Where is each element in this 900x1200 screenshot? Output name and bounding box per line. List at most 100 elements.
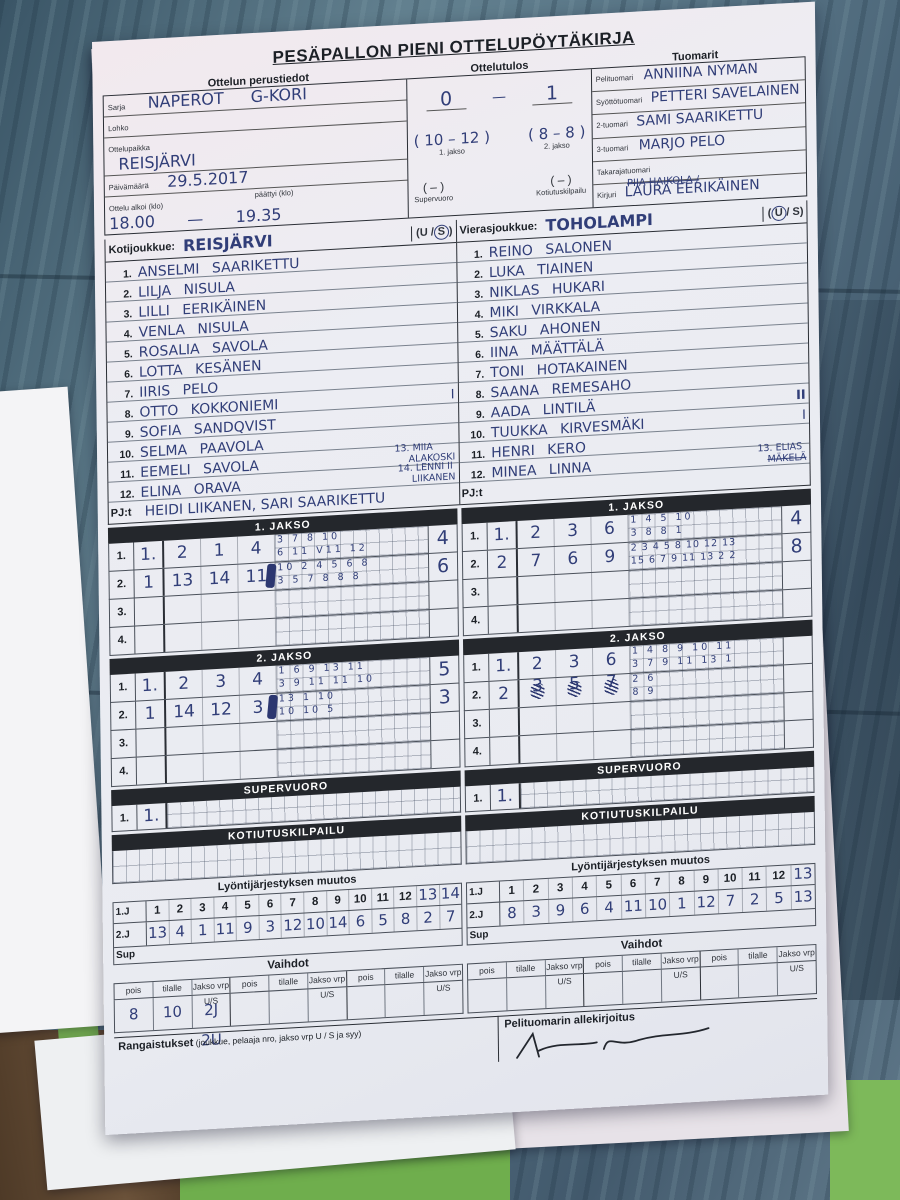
batting-row-label: Sup — [116, 949, 136, 962]
corrected-cell: 3 — [531, 675, 544, 697]
batting-cell: 9 — [694, 869, 719, 891]
batting-cell: 12 — [766, 865, 792, 887]
runner-cell: 7 — [530, 550, 542, 572]
batting-row-label: Sup — [469, 929, 489, 942]
col-jakso: Jakso vrp U/S — [661, 951, 701, 980]
row-label: 1. — [465, 784, 492, 812]
batting-cell: 9 — [326, 889, 350, 912]
player-no: 1. — [473, 248, 483, 262]
runner-cell: 14 — [173, 701, 196, 723]
paattyi-value: 19.35 — [235, 204, 282, 227]
batting-cell: 4 — [597, 895, 622, 921]
lohko-label: Lohko — [107, 123, 129, 134]
batting-cell: 3 — [191, 897, 215, 919]
player-no: 7. — [475, 368, 485, 382]
pvm-value: 29.5.2017 — [167, 167, 249, 192]
runner-cell: 2 — [178, 673, 190, 695]
player-no: 2. — [474, 268, 484, 282]
away-team-label: Vierasjoukkue: — [459, 220, 538, 237]
jakso1-home: 1. JAKSO 1. 1. 2 1 4 3 7 8 10 6 11 V11 12… — [107, 508, 461, 656]
batting-cell: 13 — [416, 884, 440, 907]
inning-no: 1. — [493, 524, 510, 546]
row-label: 2. — [462, 550, 489, 580]
player-no: 9. — [124, 428, 134, 441]
runner-cell: 9 — [604, 546, 616, 568]
col-tilalle: tilalle — [269, 973, 309, 991]
batting-cell: 13 — [146, 921, 170, 946]
batting-cell: 2 — [169, 898, 192, 921]
batting-cell: 4 — [572, 876, 598, 898]
batting-cell: 5 — [372, 908, 395, 933]
player-note: 14. LENNI II LIIKANEN — [398, 460, 459, 485]
player-no: 4. — [123, 328, 133, 341]
runner-cell: 4 — [252, 669, 264, 691]
batting-row-label: 2.J — [467, 902, 501, 928]
player-note: II — [795, 387, 806, 404]
result-box: 0 — 1 ( 10 – 12 ) 1. jakso ( 8 – 8 ) 2. … — [406, 69, 594, 218]
referee-label: 2-tuomari — [596, 119, 628, 131]
batting-cell: 11 — [621, 894, 647, 919]
jakso2-result: ( 8 – 8 ) 2. jakso — [527, 123, 586, 152]
us-circled: U — [771, 204, 787, 221]
row-label: 3. — [109, 598, 136, 627]
runner-cell: 3 — [215, 671, 227, 693]
inning-no: 1. — [139, 544, 157, 566]
scoresheet: PESÄPALLON PIENI OTTELUPÖYTÄKIRJA Ottelu… — [92, 1, 829, 1135]
corrected-cell: 5 — [568, 673, 580, 695]
col-tilalle: tilalle — [385, 966, 425, 985]
small-digits-top: 3 7 8 10 — [276, 530, 341, 546]
period-scores-row: ( 10 – 12 ) 1. jakso ( 8 – 8 ) 2. jakso — [414, 123, 586, 159]
batting-cell: 8 — [500, 901, 525, 926]
batting-cell: 3 — [259, 914, 283, 940]
col-pois: pois — [700, 949, 740, 967]
small-digits-bottom: 8 9 — [632, 685, 657, 698]
small-digits-top: 2 6 — [632, 672, 657, 685]
runner-cell: 3 — [567, 520, 579, 542]
player-no: 8. — [475, 388, 485, 402]
batting-cell: 10 — [645, 893, 671, 918]
batting-cell: 11 — [371, 887, 395, 909]
batting-cell: 13 — [793, 864, 813, 884]
vaihto-tilalle: 10 — [162, 1002, 183, 1022]
batting-cell: 11 — [742, 866, 768, 888]
col-jakso: Jakso vrp U/S — [778, 947, 815, 974]
player-note: 13. ELIAS MÄKELÄ — [757, 441, 809, 466]
runner-cell: 11 — [245, 566, 268, 588]
col-pois: pois — [230, 975, 270, 993]
batting-cell: 6 — [349, 909, 373, 934]
col-pois: pois — [467, 962, 507, 980]
row-label: 2. — [109, 570, 135, 599]
player-no: 12. — [470, 468, 486, 482]
batting-cell: 12 — [694, 890, 719, 915]
batting-cell: 4 — [169, 919, 193, 945]
player-no: 4. — [474, 308, 484, 322]
pjt-label: PJ:t — [461, 486, 483, 500]
player-no: 2. — [123, 288, 133, 301]
batting-cell: 8 — [669, 870, 695, 893]
inning-no: 1 — [144, 703, 156, 725]
batting-cell: 2 — [524, 878, 549, 901]
alkoi-value: 18.00 — [109, 211, 156, 234]
row-label: 2. — [111, 701, 137, 730]
row-label: 4. — [110, 626, 136, 655]
row-score: 4 — [436, 526, 449, 550]
col-jakso: Jakso vrp U/S — [424, 966, 462, 994]
small-digits-top: 1 4 5 10 — [630, 511, 694, 526]
player-no: 6. — [124, 368, 134, 381]
batting-row-label: 2.J — [113, 922, 147, 948]
us-circled: S — [433, 223, 449, 240]
rangaistukset-label: Rangaistukset — [118, 1036, 194, 1054]
jakso2-score: ( 8 – 8 ) — [527, 123, 586, 145]
referees-box: Pelituomari ANNIINA NYMAN Syöttötuomari … — [591, 57, 807, 207]
runner-cell: 2 — [531, 653, 543, 675]
player-no: 12. — [119, 488, 135, 502]
batting-cell: 8 — [304, 891, 328, 913]
player-no: 3. — [474, 288, 484, 302]
bottom-band: Rangaistukset (joukkue, pelaaja nro, jak… — [114, 998, 818, 1084]
inning-no: 2 — [496, 552, 508, 574]
row-label: 1. — [110, 673, 137, 702]
referee-label: 3-tuomari — [596, 142, 629, 154]
away-team-name: TOHOLAMPI — [545, 209, 654, 235]
small-digits-top: 13 1 10 — [278, 690, 337, 705]
batting-cell: 12 — [394, 886, 418, 908]
